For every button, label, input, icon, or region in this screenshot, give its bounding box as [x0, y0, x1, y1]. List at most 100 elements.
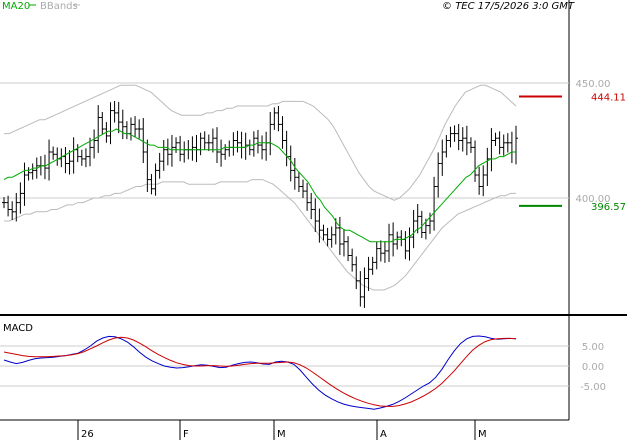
price-bar: [2, 197, 6, 209]
price-bar: [206, 134, 211, 152]
price-bar: [260, 135, 265, 160]
x-tick-label: M: [478, 429, 487, 440]
price-bar: [255, 129, 260, 154]
price-bar: [67, 150, 72, 175]
price-bar: [272, 107, 277, 130]
legend-bbands: BBands: [40, 1, 78, 12]
price-bar: [313, 198, 318, 233]
price-bar: [145, 139, 150, 193]
price-bar: [452, 125, 457, 142]
price-bar: [411, 209, 416, 249]
price-bar: [165, 138, 170, 166]
price-bar: [444, 134, 449, 158]
price-bar: [358, 271, 363, 307]
price-bar: [407, 227, 412, 261]
price-bar: [440, 139, 445, 176]
price-bar: [116, 101, 121, 134]
ma20-line: [3, 128, 516, 243]
x-tick-label: F: [183, 429, 189, 440]
price-bar: [497, 131, 502, 155]
ma20-layer: [3, 128, 516, 243]
price-y-tick-label: 450.00: [576, 79, 611, 90]
price-bar: [501, 134, 506, 156]
price-bar: [96, 105, 101, 153]
price-bar: [505, 133, 510, 153]
price-bar: [370, 256, 375, 275]
price-bar: [161, 140, 166, 171]
price-bar: [75, 144, 80, 163]
price-bar: [214, 127, 219, 164]
price-bar: [395, 231, 400, 250]
price-bar: [223, 144, 228, 160]
price-bar: [149, 174, 154, 195]
price-bar: [174, 137, 179, 153]
price-bar: [333, 218, 338, 245]
price-bar: [10, 201, 15, 221]
price-bar: [341, 229, 346, 257]
price-bar: [354, 256, 359, 290]
price-bar: [464, 125, 469, 156]
price-bar: [288, 145, 293, 182]
price-bar: [436, 152, 441, 198]
price-bar: [133, 116, 138, 138]
price-bar: [251, 131, 256, 157]
price-bar: [473, 140, 478, 182]
price-bar: [88, 137, 93, 167]
price-bar: [456, 123, 461, 151]
price-bar: [157, 152, 162, 179]
price-bar: [337, 216, 342, 256]
price-bar: [153, 163, 158, 196]
price-bar: [26, 167, 31, 181]
price-bar: [178, 135, 183, 162]
price-bar: [374, 241, 379, 270]
price-bar: [391, 222, 396, 257]
price-bar: [22, 162, 27, 206]
bbands-layer: [4, 84, 517, 291]
macd-y-tick-label: 5.00: [582, 342, 604, 353]
x-tick-label: M: [277, 429, 286, 440]
price-bar: [309, 192, 314, 220]
price-bar: [477, 166, 482, 195]
price-bar: [317, 208, 322, 243]
support-level-label: 396.57: [591, 202, 626, 213]
macd-y-tick-label: -5.00: [580, 382, 606, 393]
price-bar: [346, 236, 351, 262]
price-bar: [292, 157, 297, 190]
bband-lower-line: [4, 179, 516, 291]
macd-y-tick-label: 0.00: [582, 362, 604, 373]
price-bar: [493, 132, 498, 147]
price-bar: [235, 130, 240, 153]
price-bar: [427, 212, 432, 234]
price-bar: [321, 224, 326, 241]
price-bar: [415, 203, 420, 234]
price-bar: [108, 102, 113, 145]
macd-signal-line: [3, 336, 517, 407]
price-y-tick-label: 400.00: [576, 194, 611, 205]
bband-upper-line: [4, 84, 517, 201]
price-bar: [276, 106, 281, 132]
price-y-axis: 450.00 400.00: [576, 79, 611, 205]
price-bar: [202, 131, 207, 150]
level-lines: 444.11 396.57: [519, 93, 626, 213]
price-bar: [47, 139, 52, 181]
price-bar: [485, 147, 490, 187]
price-bar: [18, 182, 23, 214]
price-bar: [350, 248, 355, 272]
price-bar: [51, 146, 56, 160]
price-bar: [296, 171, 301, 193]
x-tick-label: A: [380, 429, 387, 440]
price-bar: [419, 210, 424, 239]
price-bar: [301, 179, 306, 198]
price-bar: [120, 109, 125, 140]
copyright-text: © TEC 17/5/2026 3:0 GMT: [442, 1, 575, 12]
price-bar: [63, 146, 68, 174]
x-tick-label: 26: [81, 429, 94, 440]
price-bar: [6, 195, 11, 217]
macd-panel: 5.00 0.00 -5.00: [0, 335, 606, 410]
price-bar: [362, 267, 367, 308]
price-bar: [468, 137, 473, 153]
price-bar: [382, 241, 387, 263]
price-bar: [30, 163, 35, 180]
price-bar: [366, 256, 371, 291]
price-bar: [137, 119, 142, 139]
